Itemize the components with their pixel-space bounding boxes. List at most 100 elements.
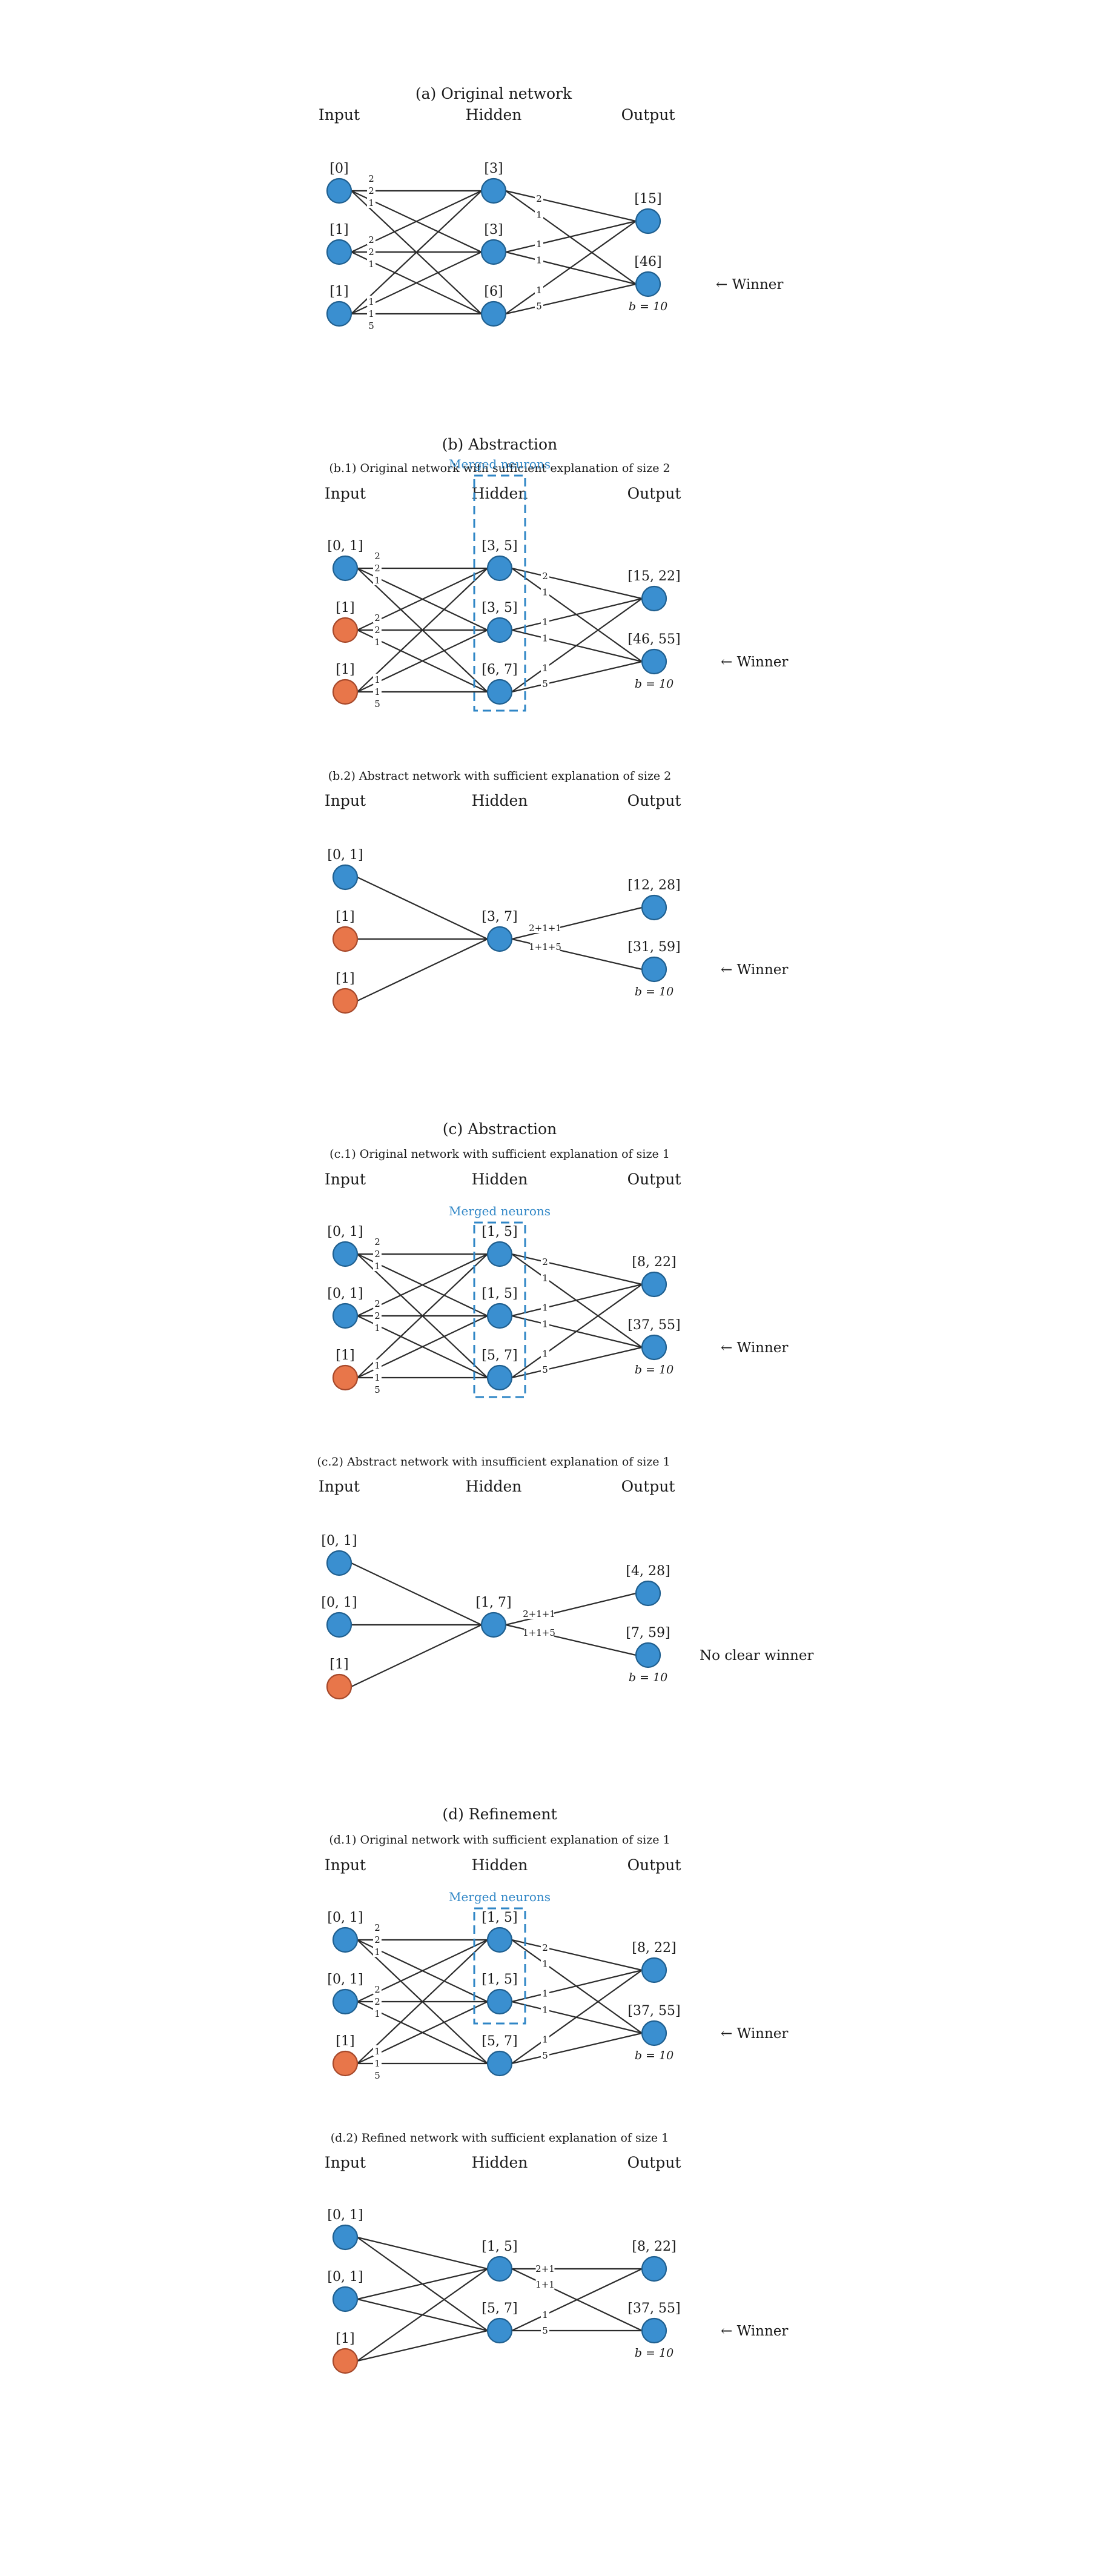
weight-label: 2 xyxy=(374,1298,380,1309)
panel-title: (c) Abstraction xyxy=(443,1120,557,1138)
panel-subtitle: (d.2) Refined network with sufficient ex… xyxy=(331,2131,669,2145)
weight-label: 1 xyxy=(542,632,548,643)
output-neuron xyxy=(641,1957,667,1983)
weight-label: 1+1 xyxy=(535,2279,555,2290)
weight-label: 5 xyxy=(542,679,548,689)
weight-label: 1 xyxy=(536,285,542,296)
verdict-label: ← Winner xyxy=(716,277,783,293)
edge-hidden-output xyxy=(511,1970,643,2064)
weight-label: 5 xyxy=(368,320,374,331)
output-header: Output xyxy=(621,106,675,124)
hidden-bound: [1, 5] xyxy=(482,1910,517,1925)
weight-label: 2 xyxy=(542,1942,548,1953)
input-neuron xyxy=(332,1303,359,1329)
output-neuron xyxy=(635,208,661,234)
edge-hidden-output xyxy=(511,906,643,940)
weight-label: 1+1+5 xyxy=(529,941,561,952)
hidden-bound: [1, 5] xyxy=(482,1224,517,1240)
bias-label: b = 10 xyxy=(629,1671,667,1684)
weight-label: 1 xyxy=(374,1360,380,1371)
output-bound: [8, 22] xyxy=(632,1940,676,1956)
output-bound: [37, 55] xyxy=(627,2003,680,2019)
weight-label-bg xyxy=(373,574,382,585)
bias-label: b = 10 xyxy=(635,677,673,691)
bias-label: b = 10 xyxy=(629,300,667,313)
weight-label: 1 xyxy=(368,259,374,270)
weight-label: 1 xyxy=(542,2309,548,2320)
weight-label: 2 xyxy=(374,1237,380,1247)
output-neuron xyxy=(641,585,667,612)
weight-label-bg xyxy=(373,1372,382,1383)
weight-label: 2 xyxy=(374,1310,380,1321)
input-neuron xyxy=(332,864,359,891)
weight-label-bg xyxy=(541,1347,549,1359)
weight-label: 1 xyxy=(374,1323,380,1333)
weight-label: 1 xyxy=(374,1261,380,1272)
weight-label-bg xyxy=(367,246,376,257)
output-header: Output xyxy=(627,2154,681,2171)
hidden-neuron xyxy=(486,1927,513,1953)
weight-label-bg xyxy=(541,1301,549,1313)
edge-hidden-output xyxy=(505,190,637,285)
hidden-bound: [1, 5] xyxy=(482,1972,517,1987)
edge-input-hidden xyxy=(357,877,488,940)
weight-label: 1 xyxy=(374,1372,380,1383)
weight-label-bg xyxy=(373,1260,382,1271)
weight-label-bg xyxy=(373,1996,382,2007)
input-bound: [1] xyxy=(329,284,348,299)
edge-hidden-output xyxy=(511,2268,643,2331)
weight-label-bg xyxy=(367,320,376,331)
weight-label-bg xyxy=(373,1310,382,1321)
output-neuron xyxy=(641,648,667,675)
weight-label: 2 xyxy=(368,173,374,184)
weight-label-bg xyxy=(535,2279,555,2290)
hidden-header: Hidden xyxy=(466,1478,522,1495)
hidden-header: Hidden xyxy=(472,792,528,809)
hidden-neuron xyxy=(486,1364,513,1391)
weight-label-bg xyxy=(373,698,382,709)
edge-hidden-output xyxy=(511,1939,643,1971)
input-bound: [0, 1] xyxy=(321,1595,357,1610)
input-header: Input xyxy=(319,106,360,124)
weight-label: 2 xyxy=(368,247,374,257)
input-bound: [1] xyxy=(336,971,354,986)
output-neuron xyxy=(635,1580,661,1607)
weight-label: 2 xyxy=(374,625,380,636)
output-neuron xyxy=(641,894,667,921)
weight-label: 2 xyxy=(368,234,374,245)
input-neuron xyxy=(326,239,352,265)
input-bound: [1] xyxy=(329,1657,348,1672)
input-bound: [0, 1] xyxy=(327,1972,363,1987)
edge-hidden-output xyxy=(511,1283,643,1317)
hidden-neuron xyxy=(486,2317,513,2344)
weight-label: 1 xyxy=(536,255,542,266)
input-neuron xyxy=(332,1241,359,1267)
input-neuron xyxy=(332,555,359,582)
input-bound: [0, 1] xyxy=(327,539,363,554)
bias-label: b = 10 xyxy=(635,1363,673,1376)
weight-label: 1 xyxy=(542,2004,548,2015)
hidden-neuron xyxy=(480,239,507,265)
weight-label: 1 xyxy=(536,239,542,250)
weight-label: 5 xyxy=(542,2325,548,2336)
output-bound: [4, 28] xyxy=(626,1564,670,1579)
weight-label: 2 xyxy=(374,1249,380,1260)
output-neuron xyxy=(635,271,661,297)
weight-label-bg xyxy=(541,1987,549,1999)
weight-label: 1 xyxy=(536,209,542,220)
weight-label-bg xyxy=(541,1941,549,1953)
hidden-neuron xyxy=(486,679,513,705)
weight-label-bg xyxy=(373,550,382,561)
weight-label: 5 xyxy=(374,2070,380,2081)
weight-label-bg xyxy=(373,1946,382,1957)
input-header: Input xyxy=(325,1170,366,1188)
verdict-label: ← Winner xyxy=(721,962,788,978)
weight-label-bg xyxy=(541,569,549,581)
weight-label-bg xyxy=(373,1922,382,1933)
hidden-bound: [3, 7] xyxy=(482,909,517,925)
input-bound: [0, 1] xyxy=(327,2269,363,2285)
hidden-bound: [3, 5] xyxy=(482,600,517,616)
bias-label: b = 10 xyxy=(635,2049,673,2062)
weight-label: 5 xyxy=(374,699,380,709)
input-bound: [1] xyxy=(329,222,348,237)
